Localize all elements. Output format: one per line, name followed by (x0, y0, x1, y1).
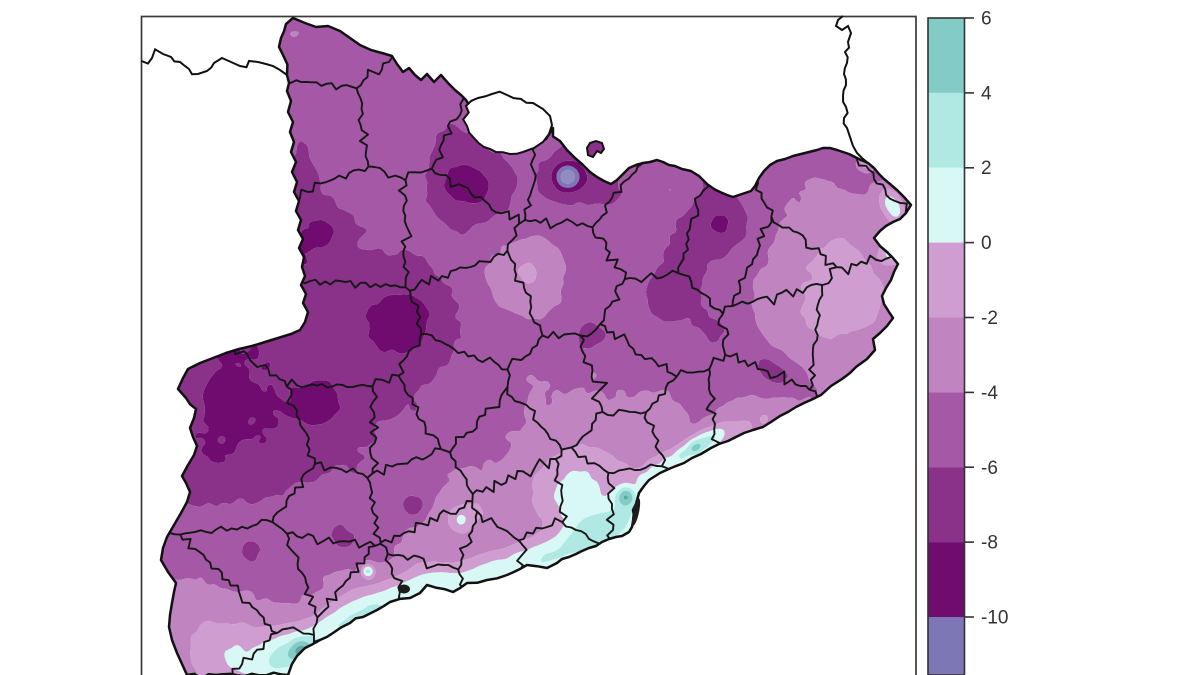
svg-text:-6: -6 (981, 458, 998, 479)
svg-text:-10: -10 (981, 608, 1008, 629)
svg-text:-8: -8 (981, 533, 998, 554)
svg-text:4: 4 (981, 83, 992, 104)
svg-text:0: 0 (981, 233, 992, 254)
svg-text:2: 2 (981, 158, 992, 179)
svg-text:-4: -4 (981, 383, 998, 404)
svg-text:6: 6 (981, 9, 992, 30)
svg-text:-2: -2 (981, 308, 998, 329)
